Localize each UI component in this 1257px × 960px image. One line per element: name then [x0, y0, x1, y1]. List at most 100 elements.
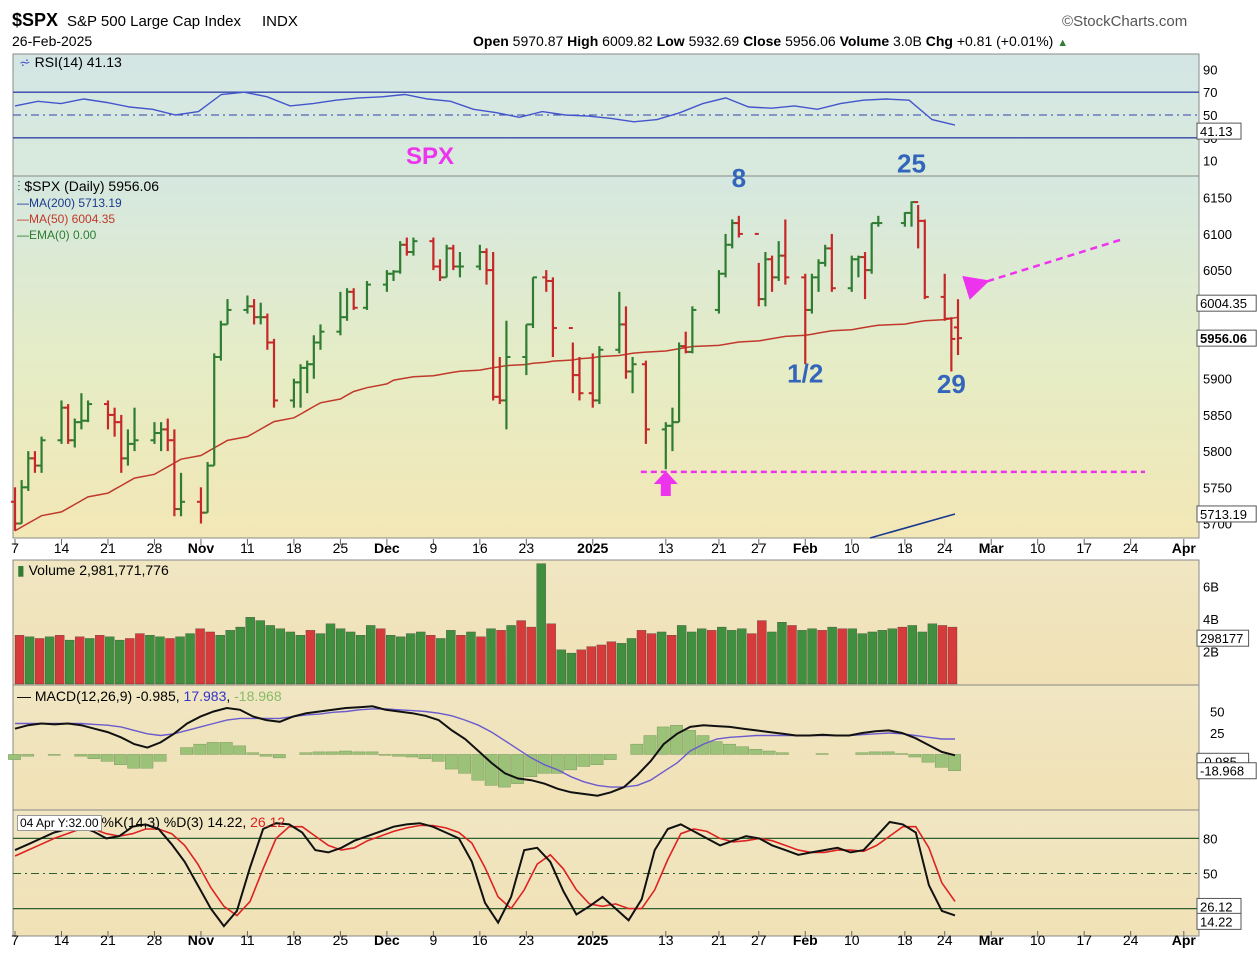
x-tick-label: 27 — [751, 932, 767, 948]
macd-histogram-bar — [709, 741, 723, 755]
x-tick-label: 11 — [240, 932, 255, 948]
macd-histogram-bar — [445, 754, 458, 770]
volume-bar — [496, 630, 506, 685]
volume-bar — [245, 617, 255, 685]
x-tick-label: Mar — [979, 540, 1004, 556]
legend-ema-text: EMA(0) 0.00 — [29, 228, 97, 242]
volume-bar — [947, 626, 958, 685]
chart-header: $SPX S&P 500 Large Cap Index INDX 26-Feb… — [0, 0, 1257, 54]
macd-histogram-bar — [378, 754, 392, 756]
macd-histogram-bar — [881, 751, 895, 755]
volume-bar — [225, 630, 235, 685]
volume-bar — [54, 635, 65, 685]
volume-bar — [255, 620, 265, 685]
x-tick-label: 23 — [519, 540, 535, 556]
annotations: 8 25 1/2 29 — [640, 148, 1145, 496]
ohlc-bar — [575, 357, 584, 401]
low-label: Low — [656, 33, 685, 49]
stoch-k-line — [14, 820, 956, 928]
volume-bar — [345, 631, 356, 685]
x-tick-label: 14 — [54, 932, 70, 948]
volume-bar — [436, 638, 446, 685]
open-label: Open — [473, 33, 509, 49]
macd-histogram-bar — [405, 754, 419, 758]
stochastics-title: 04 Apr Y:32.00 %K(14,3) %D(3) 14.22, 26.1… — [17, 814, 285, 831]
x-tick-label: 21 — [100, 540, 116, 556]
x-tick-label: 18 — [897, 932, 913, 948]
macd-histogram-bar — [683, 730, 697, 755]
legend-price-text: $SPX (Daily) 5956.06 — [24, 178, 160, 194]
line-icon: — — [17, 228, 29, 242]
macd-hist-last-tag-box — [1196, 762, 1257, 780]
volume-bar — [235, 626, 245, 685]
volume-title: ▮ Volume 2,981,771,776 — [17, 562, 169, 579]
macd-histogram-bar — [815, 753, 829, 755]
ohlc-bar — [827, 233, 836, 292]
stoch-k-last-tag-box — [1196, 912, 1242, 930]
x-tick-label: 13 — [658, 932, 674, 948]
volume-bar — [676, 625, 687, 685]
volume-bar — [466, 631, 476, 685]
ohlc-bar — [628, 357, 637, 394]
macd-chart: 502517.983-0.985-18.968 — [8, 704, 1257, 797]
volume-bar — [596, 644, 607, 685]
x-tick-label: 16 — [472, 540, 488, 556]
volume-bar — [937, 625, 948, 685]
volume-tick-label: 6B — [1203, 579, 1219, 594]
volume-bar — [426, 635, 436, 685]
macd-histogram-bar — [484, 754, 498, 786]
ma200-line — [869, 513, 956, 539]
macd-histogram-bar — [365, 751, 379, 755]
macd-histogram-bar — [325, 751, 339, 755]
volume-bar — [185, 633, 195, 685]
rsi-last-value-tag: 41.13 — [1200, 124, 1233, 139]
macd-histogram-bar — [550, 754, 564, 774]
volume-bar — [476, 636, 486, 685]
volume-bar — [626, 638, 637, 685]
macd-histogram-bar — [603, 754, 617, 760]
volume-bar — [34, 638, 45, 685]
volume-bar — [406, 633, 416, 685]
x-tick-label: 10 — [1030, 540, 1046, 556]
volume-bar — [456, 635, 466, 685]
price-chart: 615061006050590058505800575057006004.355… — [11, 191, 1257, 539]
x-tick-label: 21 — [711, 932, 727, 948]
price-tick-label: 6100 — [1203, 227, 1232, 242]
ohlc-bar — [641, 360, 650, 444]
macd-histogram-bar — [908, 754, 922, 758]
macd-histogram-bar — [87, 754, 101, 759]
ohlc-bar — [37, 436, 46, 473]
ohlc-bar — [84, 400, 93, 423]
rsi-tick-label: 90 — [1203, 62, 1217, 77]
open-value: 5970.87 — [512, 33, 564, 49]
macd-histogram-bar — [233, 745, 246, 755]
x-tick-label: Feb — [793, 932, 818, 948]
x-tick-label: 9 — [429, 932, 437, 948]
copyright-icon: © — [1062, 13, 1074, 30]
macd-tick-label: 25 — [1210, 726, 1224, 741]
volume-bar — [365, 625, 376, 685]
volume-last-value-tag: 298177 — [1200, 631, 1243, 646]
volume-bar — [145, 635, 155, 685]
rsi-panel — [12, 53, 1200, 177]
volume-bar — [295, 635, 306, 685]
ma50-last-value-tag-box — [1196, 294, 1257, 312]
volume-bar — [205, 631, 215, 685]
x-tick-label: 7 — [11, 932, 19, 948]
volume-bar — [917, 631, 928, 685]
volume-bar — [877, 630, 887, 685]
ohlc-bar — [734, 215, 743, 238]
ohlc-bar — [947, 317, 956, 372]
macd-histogram-bar — [564, 754, 577, 771]
volume-bar — [24, 636, 35, 685]
legend-ma200: —MA(200) 5713.19 — [17, 195, 159, 211]
volume-bar — [586, 646, 597, 685]
volume-bar — [686, 631, 697, 685]
volume-label: Volume — [839, 33, 890, 49]
volume-bar — [857, 633, 867, 685]
volume-bar — [265, 625, 275, 685]
stoch-tick-label: 50 — [1203, 867, 1217, 882]
macd-histogram-bar — [47, 754, 61, 756]
macd-histogram-bar — [749, 749, 763, 755]
macd-histogram-bar — [498, 754, 511, 788]
